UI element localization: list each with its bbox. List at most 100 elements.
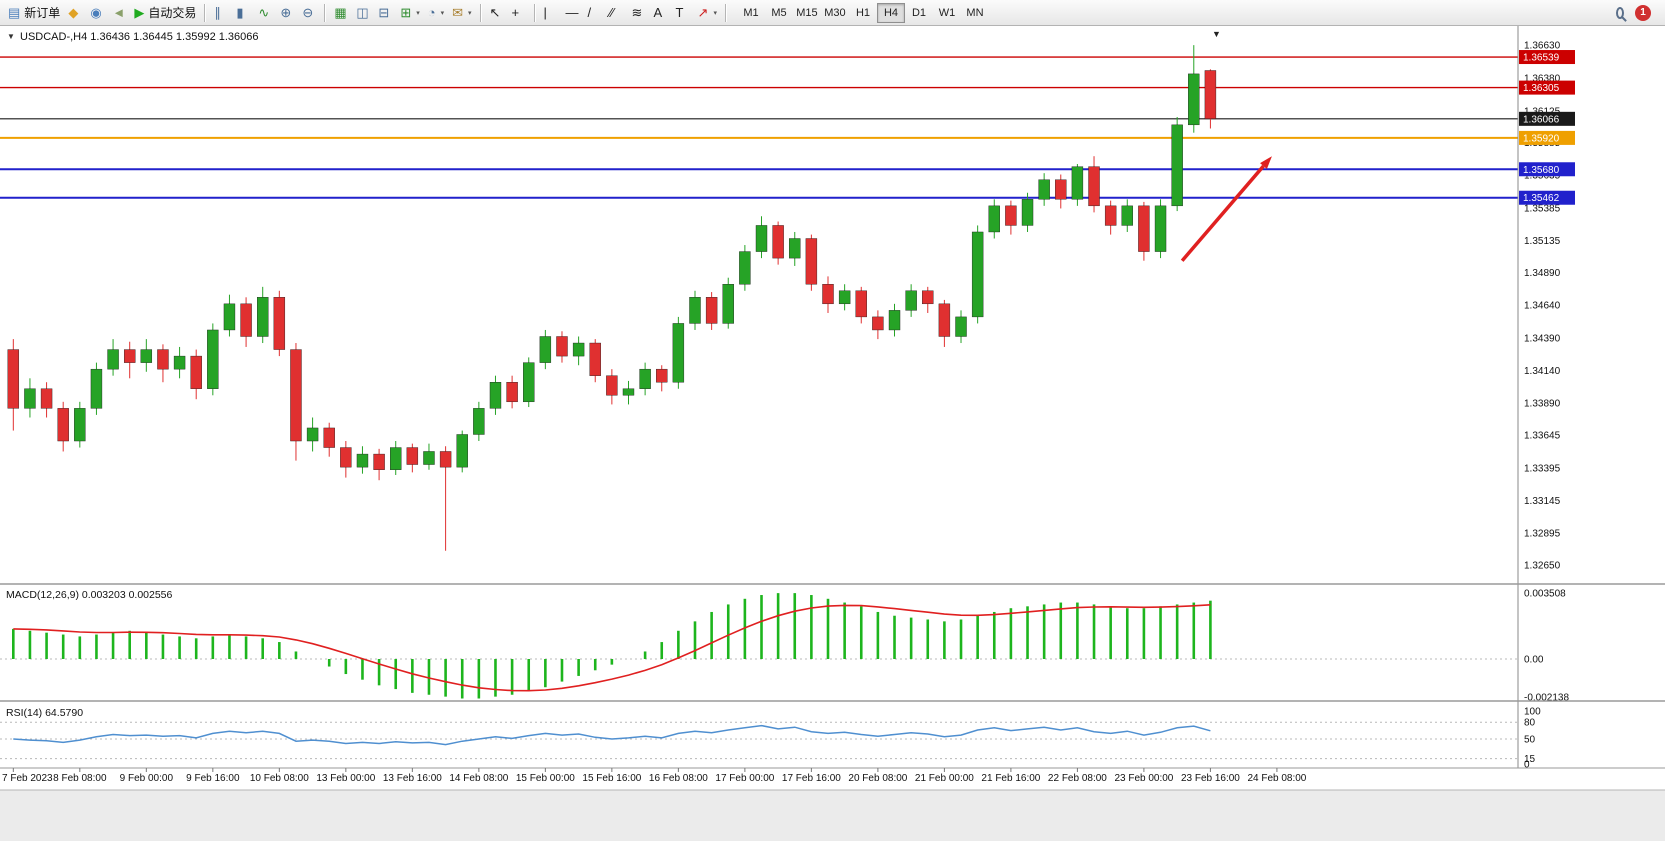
toolbar-separator: [533, 3, 536, 22]
text-button[interactable]: A: [650, 2, 672, 24]
timeframe-d1-button[interactable]: D1: [905, 3, 933, 23]
time-tick-label: 17 Feb 00:00: [715, 773, 774, 784]
candle: [506, 375, 518, 409]
globe-button[interactable]: ◉: [86, 2, 108, 24]
crosshair-button[interactable]: +: [508, 2, 530, 24]
toolbar-separator: [324, 3, 327, 22]
time-tick-label: 15 Feb 00:00: [516, 773, 575, 784]
candle: [722, 277, 734, 329]
time-tick-label: 9 Feb 00:00: [120, 773, 174, 784]
line-chart-icon: ∿: [258, 5, 270, 20]
time-tick-label: 24 Feb 08:00: [1247, 773, 1306, 784]
candle: [90, 362, 103, 415]
auto-trading-label: 自动交易: [148, 6, 197, 20]
candlestick-chart-icon: ▮: [236, 5, 244, 20]
vertical-line-button[interactable]: |: [540, 2, 562, 24]
time-tick-label: 14 Feb 08:00: [449, 773, 508, 784]
rsi-label: RSI(14) 64.5790: [6, 707, 83, 719]
candle: [672, 316, 685, 389]
mailbox-icon: ✉: [452, 5, 464, 20]
label-button[interactable]: T: [672, 2, 694, 24]
timeframe-h1-button[interactable]: H1: [849, 3, 877, 23]
time-tick-label: 10 Feb 08:00: [250, 773, 309, 784]
macd-label: MACD(12,26,9) 0.003203 0.002556: [6, 589, 173, 601]
price-tick-label: 1.35385: [1524, 203, 1561, 214]
chart-shift-icon[interactable]: ▼: [1212, 29, 1221, 39]
zoom-in-button[interactable]: ⊕: [276, 2, 298, 24]
price-tick-label: 1.33890: [1524, 399, 1561, 410]
zoom-out-button[interactable]: ⊖: [298, 2, 320, 24]
candle: [173, 346, 186, 379]
timeframe-m1-button[interactable]: M1: [737, 3, 765, 23]
candle: [772, 221, 784, 265]
price-axis[interactable]: 1.366301.363801.361251.358851.356351.353…: [1517, 26, 1575, 768]
trend-arrow-annotation[interactable]: [1180, 156, 1272, 262]
speaker-button[interactable]: ◄: [108, 2, 130, 24]
candle: [57, 401, 69, 452]
timeframe-m15-button[interactable]: M15: [793, 3, 821, 23]
timeframe-m30-button[interactable]: M30: [821, 3, 849, 23]
search-icon: [1616, 6, 1624, 19]
time-tick-label: 23 Feb 00:00: [1114, 773, 1173, 784]
fibonacci-icon: ≋: [631, 5, 643, 20]
candle: [622, 380, 635, 405]
price-badge: 1.35920: [1519, 130, 1575, 145]
candle: [589, 339, 601, 383]
candle: [207, 323, 219, 396]
horizontal-line-button[interactable]: —: [562, 2, 584, 24]
chart-collapse-icon[interactable]: ▼: [7, 32, 15, 41]
auto-trading-button[interactable]: ▶ 自动交易: [130, 2, 200, 24]
candle: [523, 357, 535, 408]
candle: [373, 448, 385, 481]
chart-area[interactable]: 1.366301.363801.361251.358851.356351.353…: [0, 26, 1665, 841]
price-tick-label: 1.36630: [1524, 41, 1561, 52]
new-order-icon: ▤: [8, 5, 21, 20]
arrows-button[interactable]: ↗ ▾: [694, 2, 721, 24]
candle: [40, 382, 53, 418]
candle: [1005, 200, 1017, 235]
arrange-vertical-button[interactable]: ◫: [352, 2, 374, 24]
toolbar-separator: [204, 3, 207, 22]
price-tick-label: 1.33645: [1524, 431, 1561, 442]
timeframe-m5-button[interactable]: M5: [765, 3, 793, 23]
period-button[interactable]: ◔ ▾: [424, 2, 448, 24]
notifications-badge[interactable]: 1: [1635, 4, 1651, 21]
candle: [922, 286, 934, 313]
time-axis[interactable]: 7 Feb 2023 8 Feb 08:00 9 Feb 00:00 9 Feb 16…: [0, 767, 1665, 841]
candle: [140, 339, 153, 372]
fibonacci-button[interactable]: ≋: [628, 2, 650, 24]
macd-panel: 0.003508 0.00 -0.002138: [0, 583, 1665, 704]
arrows-caret-icon: ▾: [713, 9, 717, 17]
candle: [805, 234, 818, 291]
timeframe-h4-button[interactable]: H4: [876, 2, 905, 23]
search-button[interactable]: [1609, 2, 1631, 24]
channel-button[interactable]: ∕∕: [606, 2, 628, 24]
tile-windows-button[interactable]: ▦: [330, 2, 352, 24]
rsi-tick-label: 50: [1524, 735, 1536, 746]
coins-button[interactable]: ◆: [64, 2, 86, 24]
time-tick-label: 20 Feb 08:00: [848, 773, 907, 784]
candle: [306, 417, 319, 452]
candlestick-chart-button[interactable]: ▮: [232, 2, 254, 24]
candle: [955, 310, 967, 344]
auto-trading-icon: ▶: [134, 5, 145, 20]
timeframe-w1-button[interactable]: W1: [933, 3, 961, 23]
new-order-button[interactable]: ▤ 新订单: [4, 2, 64, 24]
candle: [190, 349, 202, 400]
price-badge: 1.35680: [1519, 162, 1575, 177]
timeframe-mn-button[interactable]: MN: [961, 3, 989, 23]
bar-chart-button[interactable]: ∥: [210, 2, 232, 24]
cursor-button[interactable]: ↖: [486, 2, 508, 24]
arrange-horizontal-icon: ⊟: [378, 5, 390, 20]
price-tick-label: 1.33145: [1524, 496, 1561, 507]
mailbox-button[interactable]: ✉ ▾: [448, 2, 475, 24]
trendline-button[interactable]: /: [584, 2, 606, 24]
candle: [689, 290, 701, 330]
speaker-icon: ◄: [112, 5, 126, 20]
arrange-horizontal-button[interactable]: ⊟: [374, 2, 396, 24]
candle: [1154, 199, 1167, 259]
line-chart-button[interactable]: ∿: [254, 2, 276, 24]
price-tick-label: 1.34890: [1524, 268, 1561, 279]
candle: [1121, 199, 1133, 232]
new-chart-button[interactable]: ⊞ ▾: [396, 2, 423, 24]
